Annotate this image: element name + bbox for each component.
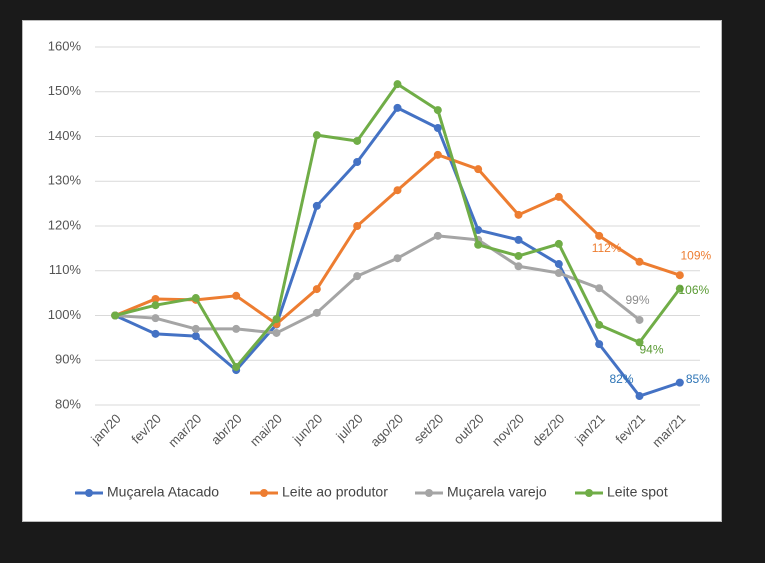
y-tick-label: 120% [48,217,82,232]
data-label: 109% [680,248,711,262]
data-point [514,235,523,244]
legend-label: Muçarela Atacado [107,484,219,500]
data-label: 85% [686,372,710,386]
x-tick-label: set/20 [411,411,447,447]
data-point [393,80,402,89]
data-point [433,106,442,115]
y-tick-label: 110% [49,262,82,277]
data-point [393,103,402,112]
data-point [595,231,604,240]
x-tick-label: fev/21 [612,411,648,447]
data-label: 94% [639,343,663,357]
data-point [353,272,362,281]
data-label: 82% [609,372,633,386]
data-point [554,260,563,269]
y-tick-label: 100% [48,307,82,322]
data-point [635,338,644,347]
data-point [312,285,321,294]
x-tick-label: jul/20 [332,411,365,444]
data-point [151,294,160,303]
data-point [151,329,160,338]
data-point [595,284,604,293]
data-point [635,392,644,401]
data-point [232,362,241,371]
legend-marker [260,489,268,497]
x-tick-label: ago/20 [367,411,406,450]
data-point [474,165,483,174]
y-tick-label: 140% [48,128,82,143]
data-point [514,210,523,219]
data-point [433,150,442,159]
data-point [353,222,362,230]
data-point [514,262,523,271]
data-point [433,231,442,240]
data-point [474,240,483,249]
data-point [675,284,684,293]
data-point [514,251,523,260]
data-point [312,131,321,140]
data-point [151,314,160,323]
data-point [675,271,684,280]
data-point [595,320,604,329]
data-point [191,332,200,341]
data-point [635,257,644,266]
y-tick-label: 150% [48,83,82,98]
data-point [111,311,120,320]
data-point [232,291,241,300]
y-tick-label: 130% [48,173,82,188]
x-tick-label: jun/20 [289,411,325,447]
data-point [151,301,160,310]
data-point [595,340,604,349]
data-label: 99% [625,293,649,307]
legend-label: Muçarela varejo [447,484,547,500]
data-point [191,324,200,333]
y-tick-label: 80% [55,396,81,411]
data-label: 112% [592,241,622,255]
legend-marker [425,489,433,497]
data-point [554,192,563,201]
data-point [635,315,644,324]
y-tick-label: 90% [55,352,81,367]
x-tick-label: mai/20 [247,411,285,449]
x-tick-label: mar/21 [649,411,688,450]
data-point [353,158,362,167]
data-point [272,315,281,324]
series-line [114,153,681,326]
data-point [312,201,321,210]
x-tick-label: mar/20 [165,411,204,450]
data-point [554,268,563,277]
x-tick-label: out/20 [451,411,487,447]
x-tick-label: nov/20 [489,411,527,449]
x-tick-label: abr/20 [208,411,245,448]
legend-marker [85,489,93,497]
legend-label: Leite ao produtor [282,484,388,500]
legend-marker [585,489,593,497]
data-point [393,186,402,195]
data-point [393,254,402,263]
data-point [272,328,281,337]
data-point [554,239,563,248]
data-point [675,378,684,387]
x-tick-label: fev/20 [128,411,164,447]
y-tick-label: 160% [48,38,82,53]
series-line [115,234,641,335]
data-label: 106% [678,283,709,297]
data-point [474,226,483,235]
data-point [353,136,362,145]
data-point [191,294,200,303]
x-tick-label: dez/20 [529,411,567,449]
data-point [232,324,241,333]
x-tick-label: jan/20 [87,411,123,447]
data-point [312,308,321,317]
x-tick-label: jan/21 [571,411,607,447]
legend-label: Leite spot [607,484,668,500]
data-point [433,123,442,132]
